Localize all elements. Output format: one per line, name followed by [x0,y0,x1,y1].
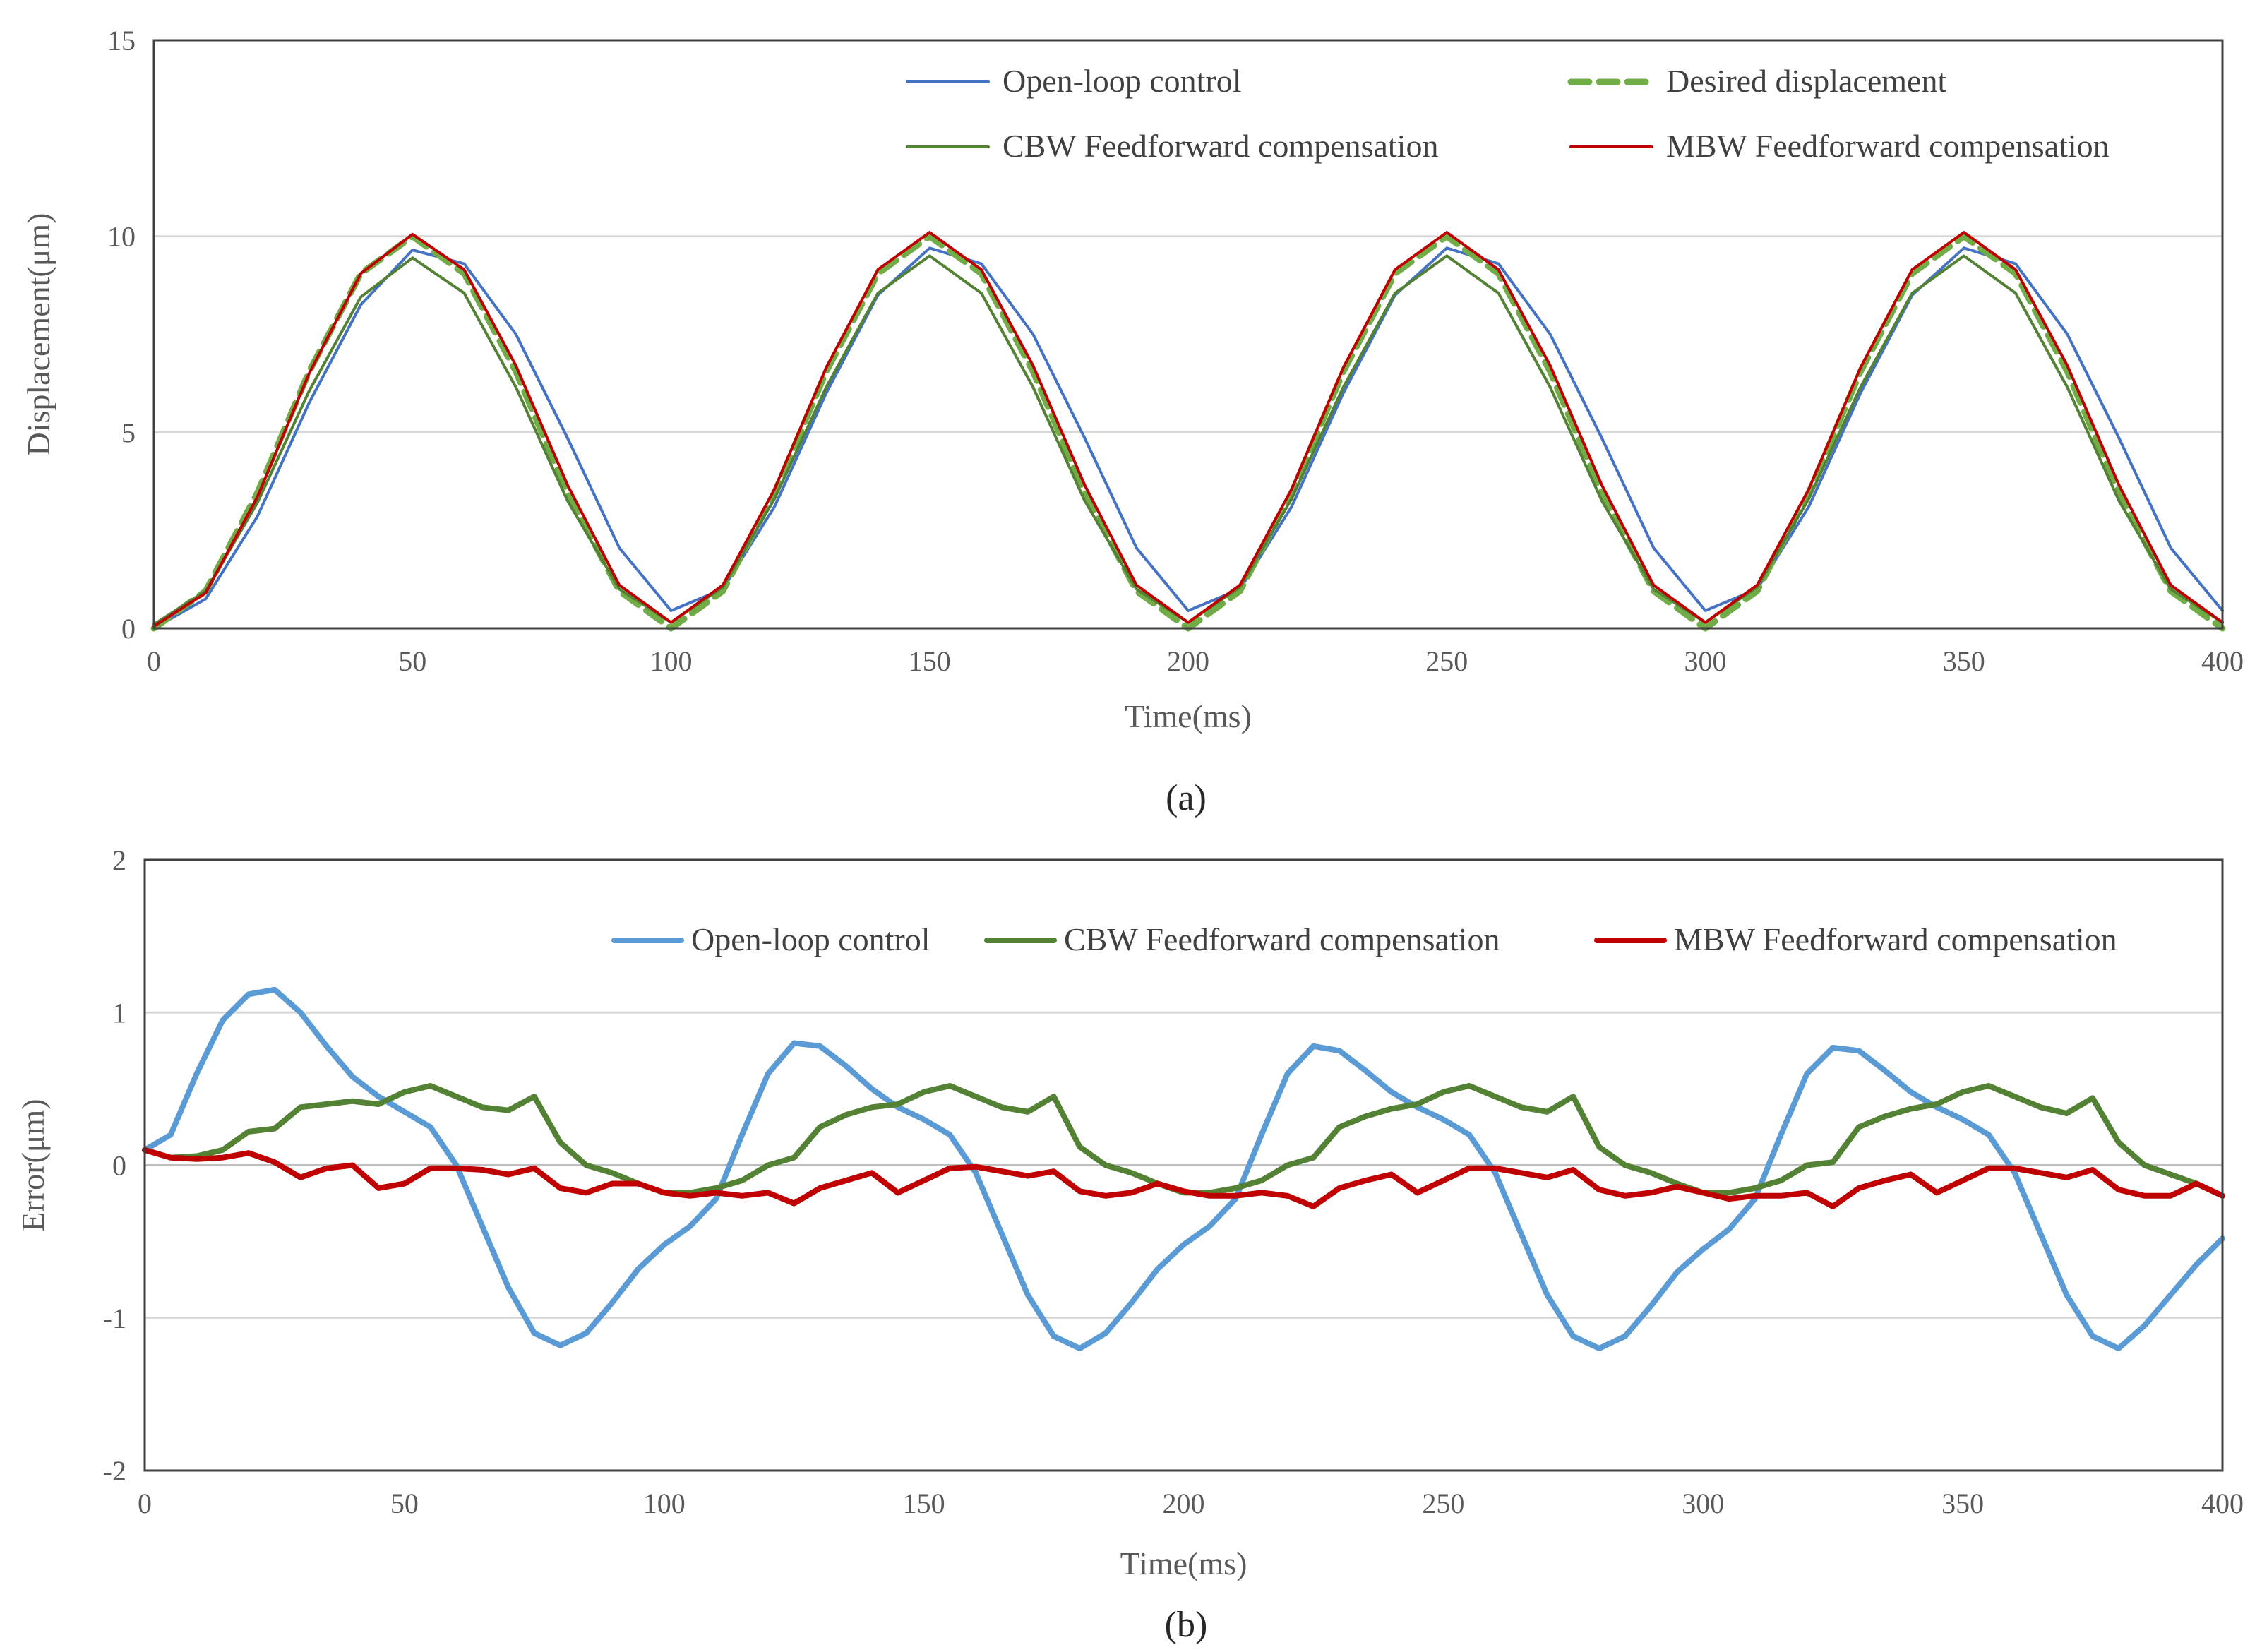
panel-b-x-tick-label: 100 [643,1488,686,1519]
panel-a-caption: (a) [1166,778,1207,818]
panel-b-y-tick-label: -1 [103,1303,126,1334]
panel-b-series-line-open-loop-control [142,986,2225,1351]
panel-a-x-tick-label: 250 [1425,645,1468,677]
panel-b-x-axis-title: Time(ms) [1120,1545,1247,1581]
panel-a-x-axis-title: Time(ms) [1125,698,1252,734]
panel-a-x-tick-label: 200 [1167,645,1209,677]
panel-b-x-tick-label: 50 [390,1488,419,1519]
panel-a-y-axis-title: Displacement(μm) [20,213,56,456]
panel-b-x-tick-label: 300 [1682,1488,1724,1519]
panel-b-x-tick-label: 200 [1163,1488,1205,1519]
legend-label: CBW Feedforward compensation [1064,921,1500,957]
panel-b-y-tick-label: -2 [103,1455,126,1487]
panel-b-legend: Open-loop control CBW Feedforward compens… [611,921,2117,957]
legend-label: Open-loop control [691,921,930,957]
panel-a-x-tick-label: 50 [398,645,426,677]
panel-b-y-axis-title: Error(μm) [15,1099,51,1231]
panel-b-x-tick-label: 350 [1941,1488,1984,1519]
panel-b-x-tick-label: 400 [2201,1488,2244,1519]
panel-b-y-tick-label: 0 [112,1150,126,1182]
panel-a-y-tick-label: 10 [107,221,136,253]
panel-a-x-tick-label: 100 [650,645,693,677]
panel-a-y-tick-label: 15 [107,25,136,56]
legend-item: CBW Feedforward compensation [906,128,1438,164]
panel-a-x-tick-label: 300 [1684,645,1727,677]
legend-label: Open-loop control [1003,63,1242,99]
legend-label: Desired displacement [1666,63,1946,99]
panel-b-y-tick-label: 1 [112,997,126,1029]
panel-a-series-line-mbw-feedforward-compensation [152,231,2224,628]
legend-item: Desired displacement [1567,63,1946,99]
panel-b-series-line-cbw-feedforward-compensation [142,1083,2225,1199]
panel-b-x-tick-label: 250 [1422,1488,1464,1519]
panel-b-error-chart: -2 -1 0 1 2 0 50 100 150 200 250 300 350 400 Time(ms) E… [15,844,2244,1645]
panel-b-plot-frame [143,858,2224,1472]
legend-label: CBW Feedforward compensation [1003,128,1438,164]
panel-b-caption: (b) [1165,1605,1208,1645]
legend-item: Open-loop control [611,921,930,957]
legend-item: MBW Feedforward compensation [1569,128,2110,164]
panel-b-series-line-mbw-feedforward-compensation [142,1147,2225,1209]
panel-b-y-tick-label: 2 [112,844,126,876]
legend-item: MBW Feedforward compensation [1594,921,2117,957]
panel-a-series-line-open-loop-control [152,246,2224,630]
panel-b-x-tick-label: 150 [903,1488,945,1519]
panel-a-legend: Open-loop control Desired displacement CBW… [906,63,2110,164]
panel-a-y-tick-label: 0 [121,613,136,645]
legend-item: CBW Feedforward compensation [984,921,1500,957]
panel-a-plot-frame [152,39,2224,630]
legend-label: MBW Feedforward compensation [1666,128,2110,164]
panel-a-x-tick-label: 400 [2201,645,2244,677]
panel-a-x-tick-label: 350 [1943,645,1985,677]
panel-b-x-tick-label: 0 [138,1488,152,1519]
panel-a-x-tick-label: 0 [147,645,161,677]
panel-a-y-tick-label: 5 [121,417,136,448]
legend-label: MBW Feedforward compensation [1674,921,2117,957]
panel-a-series-line-cbw-feedforward-compensation [152,254,2224,626]
legend-item: Open-loop control [906,63,1242,99]
panel-a-x-tick-label: 150 [909,645,951,677]
